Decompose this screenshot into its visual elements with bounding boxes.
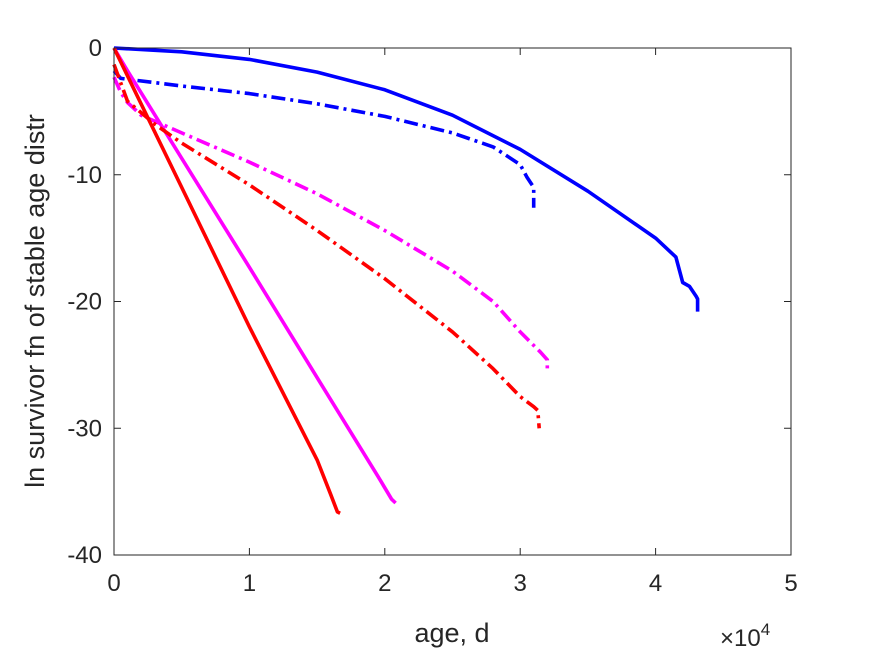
plot-background (114, 48, 791, 555)
x-exponent-power: 4 (761, 620, 770, 639)
x-tick-label: 2 (378, 570, 391, 597)
x-tick-label: 1 (243, 570, 256, 597)
y-tick-label: -10 (67, 162, 102, 189)
tick-layer: 0 1 2 3 4 5 0 -10 -20 -30 -40 (67, 35, 797, 597)
series-layer (112, 46, 700, 515)
y-tick-label: 0 (89, 35, 102, 62)
y-axis-label: ln survivor fn of stable age distr (20, 114, 50, 488)
series-line-1 (113, 46, 700, 312)
x-tick-label: 3 (514, 570, 527, 597)
x-tick-label: 5 (784, 570, 797, 597)
series-line-3 (112, 47, 397, 505)
x-tick-label: 4 (649, 570, 662, 597)
series-line-4 (112, 76, 550, 373)
x-exponent-base: ×10 (720, 625, 761, 652)
x-exponent-label: ×104 (720, 620, 770, 652)
y-tick-label: -20 (67, 289, 102, 316)
series-line-6 (112, 63, 541, 429)
x-axis-label: age, d (414, 618, 489, 648)
series-line-5 (112, 47, 341, 515)
series-line-2 (112, 69, 536, 208)
x-tick-label: 0 (107, 570, 120, 597)
y-tick-label: -40 (67, 542, 102, 569)
y-tick-label: -30 (67, 415, 102, 442)
